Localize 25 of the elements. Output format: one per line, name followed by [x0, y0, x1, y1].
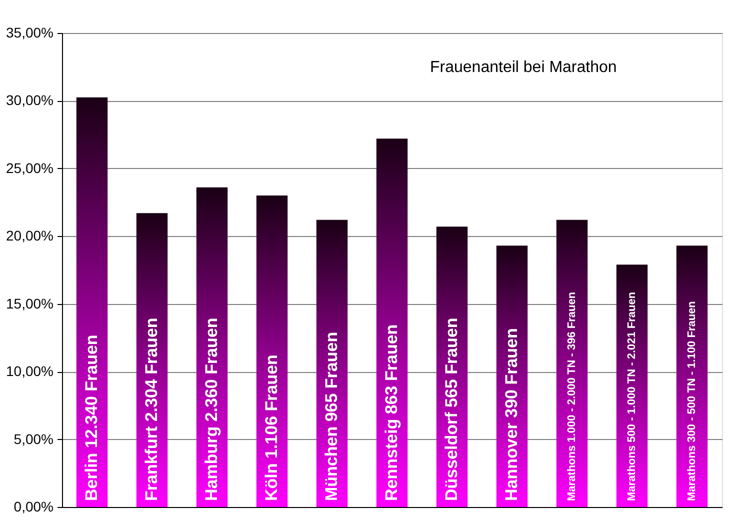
- bar: [256, 196, 288, 507]
- x-tick-label: Düsseldorf 565 Frauen: [442, 318, 461, 501]
- x-tick-label: Marathons 500 - 1.000 TN - 2.021 Frauen: [626, 292, 638, 501]
- text: Frauenanteil bei Marathon: [430, 59, 617, 76]
- y-tick-label: 10,00%: [6, 363, 54, 380]
- x-tick-label: Marathons 300 - 500 TN - 1.100 Frauen: [686, 300, 698, 501]
- y-tick-label: 20,00%: [6, 228, 54, 244]
- x-tick-label: München 965 Frauen: [322, 332, 341, 501]
- y-tick-label: 35,00%: [6, 24, 54, 40]
- y-tick-label: 0,00%: [14, 498, 54, 514]
- x-tick-label: Hannover 390 Frauen: [502, 328, 521, 501]
- y-tick-label: 5,00%: [14, 430, 54, 447]
- bar: [676, 246, 708, 507]
- bar: [76, 97, 108, 507]
- x-tick-label: Berlin 12.340 Frauen: [82, 334, 101, 501]
- bar: [376, 138, 408, 507]
- x-tick-label: Rennsteig 863 Frauen: [382, 324, 401, 501]
- y-tick-label: 15,00%: [6, 295, 54, 312]
- y-tick-label: 25,00%: [6, 160, 54, 176]
- x-tick-label: Marathons 1.000 - 2.000 TN - 396 Frauen: [566, 292, 578, 501]
- x-tick-label: Frankfurt 2.304 Frauen: [142, 318, 161, 501]
- x-tick-label: Hamburg 2.360 Frauen: [202, 318, 221, 501]
- x-tick-label: Köln 1.106 Frauen: [262, 354, 281, 501]
- y-tick-label: 30,00%: [6, 92, 54, 108]
- bar: [556, 220, 588, 507]
